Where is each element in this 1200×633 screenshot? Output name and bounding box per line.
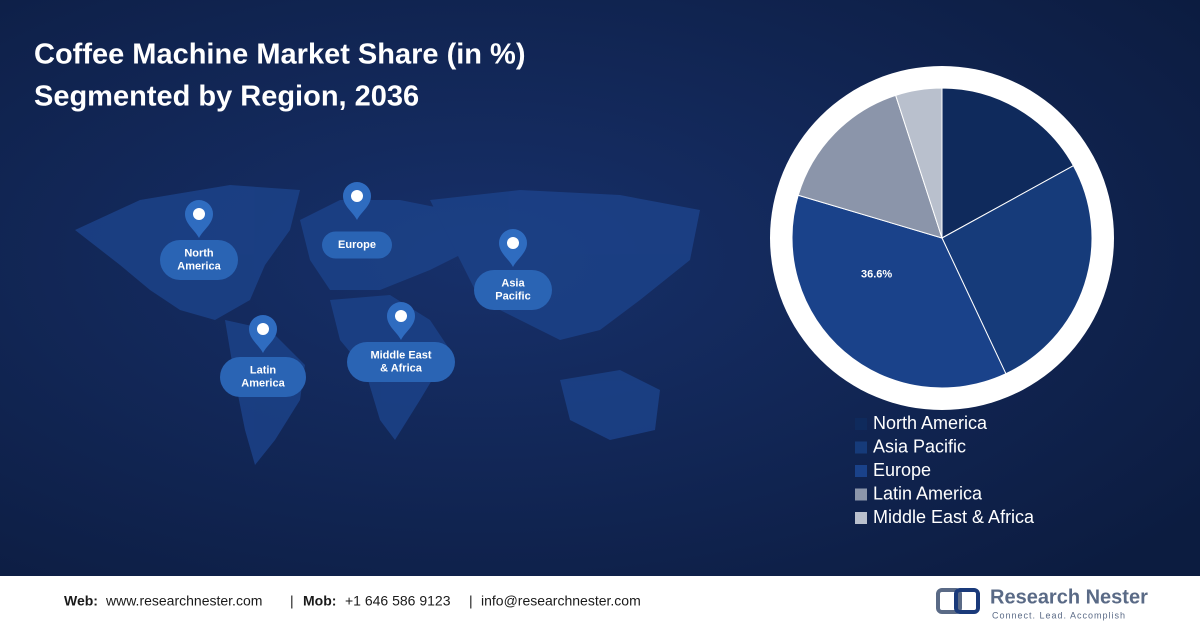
- footer-mob-label: Mob:: [303, 593, 336, 609]
- legend-swatch: [855, 441, 867, 454]
- map-label: & Africa: [380, 362, 423, 374]
- footer-web-label: Web:: [64, 593, 98, 609]
- footer-band: [0, 576, 1200, 628]
- pie-slice: [941, 87, 1075, 239]
- legend-swatch: [855, 488, 867, 501]
- legend-label: Middle East & Africa: [873, 507, 1035, 527]
- logo-tagline: Connect. Lead. Accomplish: [992, 610, 1126, 620]
- map-label-box: [220, 357, 306, 397]
- map-label: Middle East: [370, 349, 431, 361]
- pie-slice: [941, 165, 1093, 375]
- logo-mark: [954, 588, 980, 614]
- map-label: America: [241, 377, 285, 389]
- footer-web: www.researchnester.com: [105, 593, 262, 609]
- map-pin-dot: [351, 190, 363, 202]
- logo-name: Research Nester: [990, 586, 1148, 608]
- legend-label: Europe: [873, 460, 931, 480]
- map-label-box: [322, 231, 392, 259]
- pie: 36.6%: [791, 87, 1093, 389]
- pie-slice: [797, 94, 943, 239]
- map-label-box: [160, 240, 238, 280]
- logo-mark: [936, 588, 962, 614]
- legend-label: Latin America: [873, 483, 983, 503]
- footer-separator: |: [290, 593, 294, 609]
- footer-contacts: Web: www.researchnester.com | Mob: +1 64…: [64, 593, 641, 609]
- legend-label: Asia Pacific: [873, 436, 966, 456]
- subtitle: Segmented by Region, 2036: [34, 81, 419, 113]
- map-label: Latin: [250, 364, 277, 376]
- pie-slice: [791, 194, 1007, 389]
- legend-swatch: [855, 465, 867, 477]
- map-pin-dot: [395, 310, 407, 322]
- legend-swatch: [855, 418, 867, 430]
- footer-separator: |: [469, 593, 473, 609]
- map-label-box: [474, 270, 552, 310]
- footer-mob: +1 646 586 9123: [345, 593, 451, 609]
- footer-email: info@researchnester.com: [481, 593, 641, 609]
- map-pin-dot: [193, 208, 205, 220]
- map-label: Pacific: [495, 290, 530, 302]
- map-pin-dot: [507, 237, 519, 249]
- map-label: America: [177, 260, 221, 272]
- map-label-box: [347, 342, 455, 382]
- legend-swatch: [855, 512, 867, 524]
- value-label: 36.6%: [861, 269, 892, 281]
- legend-label: North America: [873, 413, 988, 433]
- title: Coffee Machine Market Share (in %): [34, 39, 526, 71]
- map-label: Asia: [501, 277, 525, 289]
- map-label: Europe: [338, 239, 376, 251]
- legend: North America Asia Pacific Europe Latin Ame…: [855, 413, 1035, 527]
- logo: Research Nester Connect. Lead. Accomplis…: [936, 586, 1148, 620]
- pie-slice: [895, 87, 943, 239]
- map-label: North: [184, 247, 214, 259]
- map-pin-dot: [257, 323, 269, 335]
